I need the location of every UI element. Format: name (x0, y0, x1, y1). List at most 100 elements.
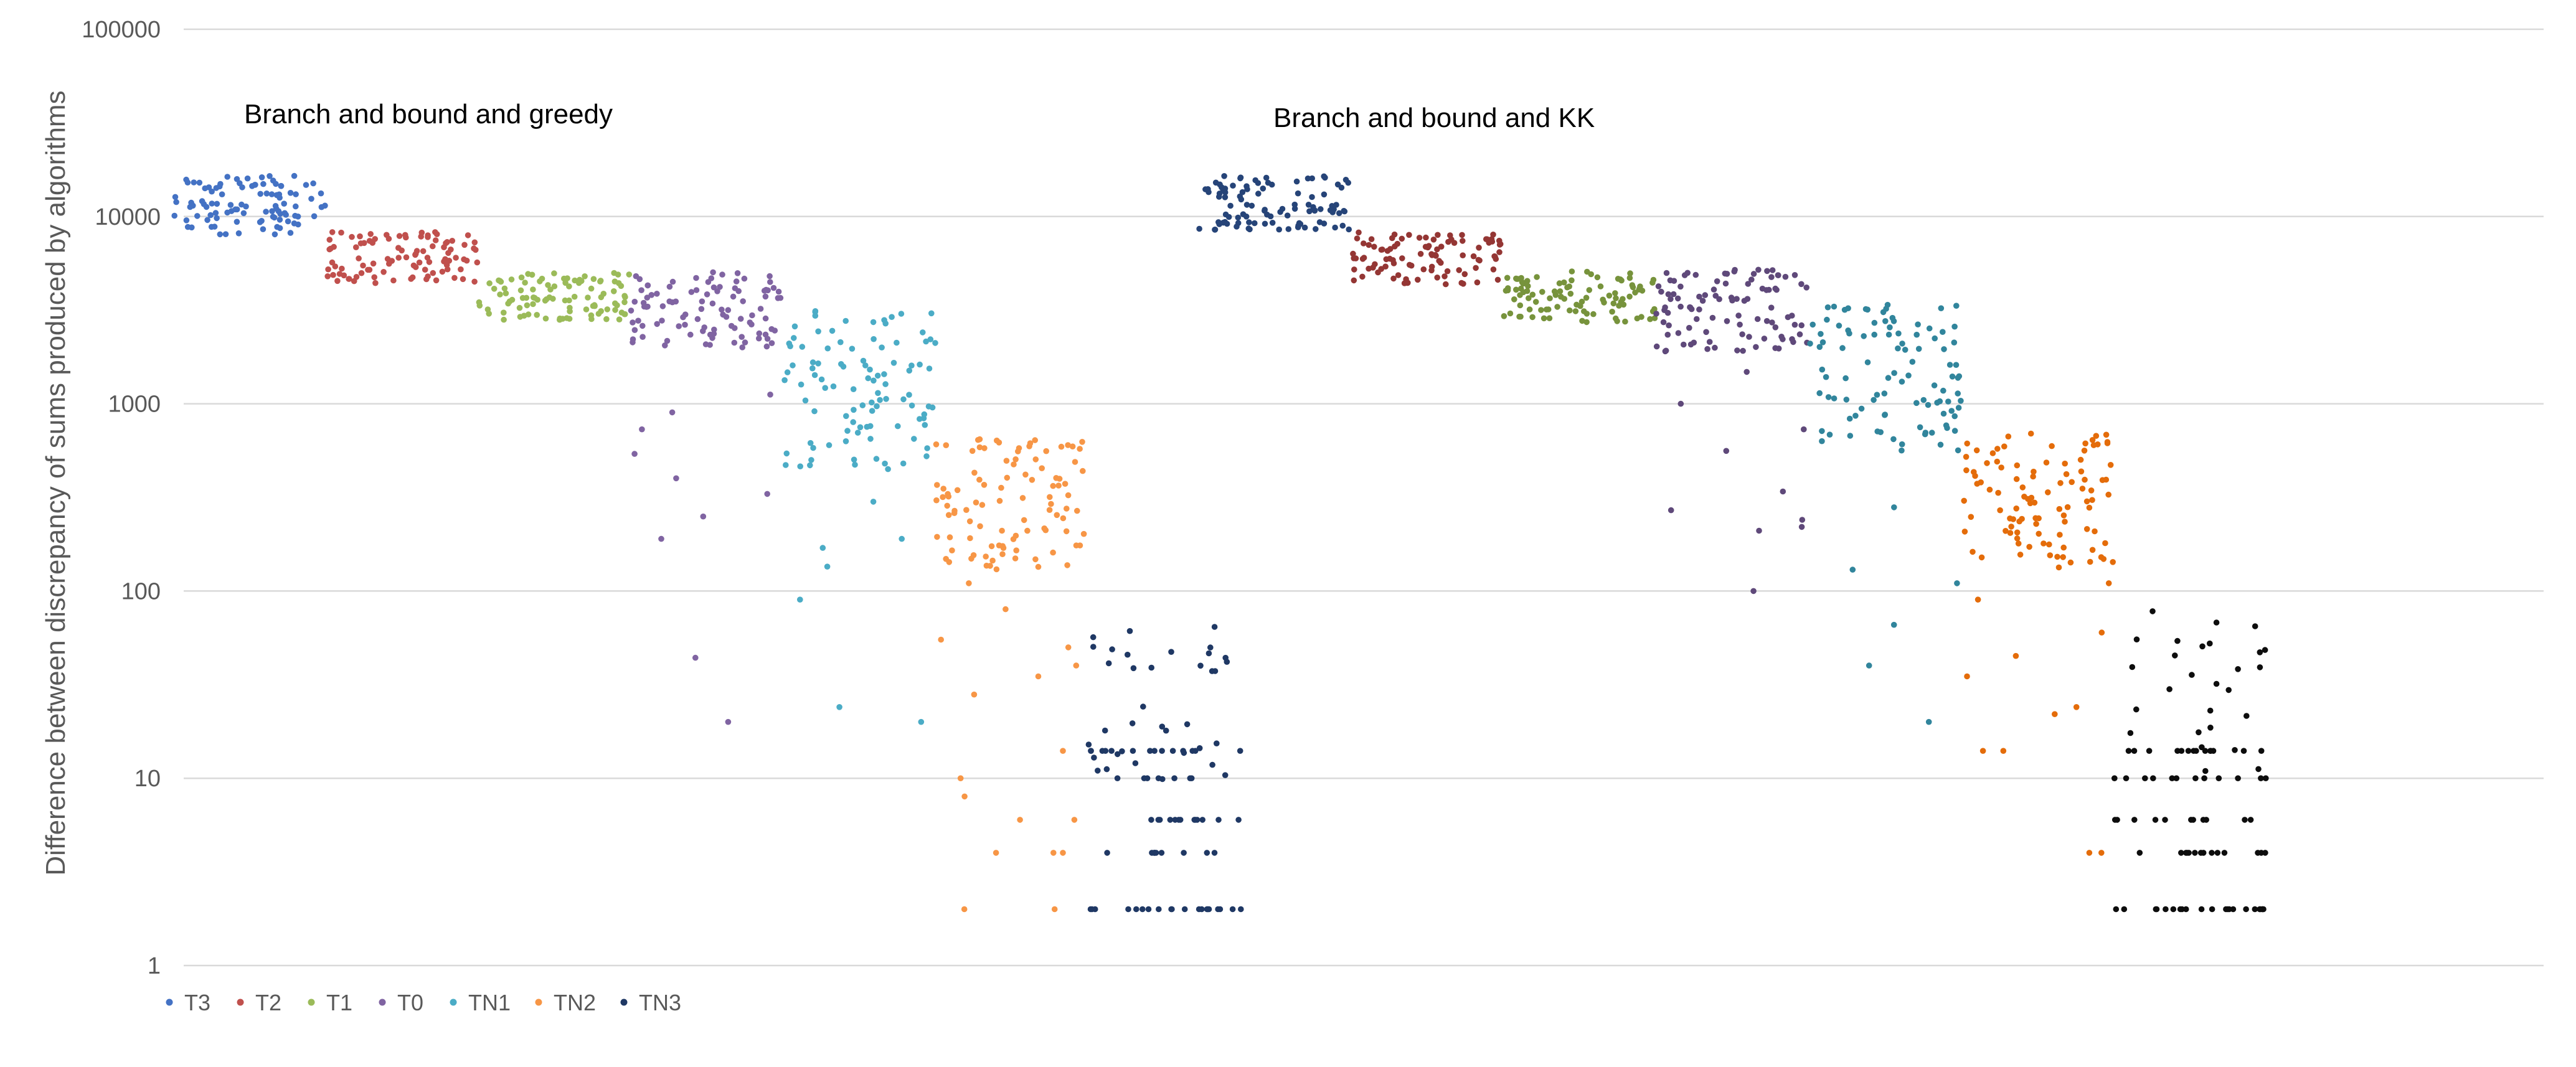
point-t1-g1 (1636, 286, 1643, 292)
point-tn1-g0 (840, 364, 847, 370)
point-t1-g0 (611, 288, 617, 294)
point-t0-g0 (638, 287, 644, 294)
outlier-tn1-g0 (836, 704, 842, 710)
point-t3-g0 (258, 174, 265, 181)
point-tn1-g1 (1839, 345, 1846, 351)
point-t2-g1 (1460, 238, 1466, 244)
point-tn3-g0 (1211, 624, 1218, 630)
point-t3-g0 (257, 190, 264, 197)
point-tn1-g1 (1881, 390, 1888, 397)
point-tn1-g0 (798, 381, 804, 388)
point-tn1-g0 (923, 338, 929, 345)
point-t2-g1 (1404, 280, 1410, 286)
point-t2-g0 (412, 251, 419, 257)
point-t3-g0 (260, 181, 267, 187)
outlier-tn2-g0 (961, 906, 968, 913)
point-t1-g0 (505, 300, 511, 307)
point-t0-g1 (1791, 272, 1798, 278)
point-tn2-g1 (1961, 529, 1968, 535)
point-tn3-g0 (1130, 665, 1137, 672)
point-t3-g0 (303, 182, 309, 188)
point-tn1-g0 (809, 359, 816, 365)
point-tn2-g0 (1064, 505, 1070, 512)
point-tn1-g0 (809, 365, 816, 372)
point-t2-g1 (1435, 232, 1441, 238)
point-t1-g0 (501, 285, 508, 292)
y-tick-label-1: 1 (148, 953, 161, 979)
point-t0-g0 (770, 284, 777, 291)
point-t0-g0 (734, 270, 741, 276)
point-tn2-g1 (1997, 507, 2003, 514)
point-tn2-g0 (1026, 443, 1032, 449)
point-t2-g0 (430, 270, 436, 276)
point-t0-g1 (1803, 284, 1809, 291)
point-t2-g1 (1490, 232, 1496, 238)
point-t1-g0 (476, 303, 483, 309)
point-tn1-g0 (783, 450, 790, 457)
point-t3-g1 (1334, 181, 1341, 188)
point-tn1-g0 (859, 402, 866, 408)
point-tn3-g1 (2150, 775, 2156, 781)
point-t1-g0 (566, 297, 572, 304)
point-tn2-g1 (2036, 530, 2042, 537)
point-t1-g0 (530, 286, 536, 293)
point-tn1-g0 (870, 319, 877, 326)
point-t3-g1 (1332, 224, 1338, 231)
point-t0-g1 (1745, 281, 1752, 287)
point-tn3-g0 (1237, 748, 1243, 754)
point-tn3-g0 (1145, 906, 1152, 913)
point-tn1-g1 (1864, 359, 1871, 365)
point-tn3-g1 (2257, 664, 2263, 670)
point-tn2-g1 (2054, 553, 2060, 560)
point-tn3-g1 (2182, 906, 2189, 913)
outlier-tn2-g0 (1051, 906, 1058, 913)
point-t3-g1 (1260, 186, 1267, 192)
point-tn1-g0 (787, 343, 793, 349)
point-tn2-g1 (1973, 447, 1980, 454)
point-t0-g0 (669, 278, 676, 285)
point-tn1-g1 (1818, 331, 1824, 337)
point-t0-g0 (748, 321, 755, 327)
point-t0-g0 (756, 335, 762, 342)
point-t0-g0 (719, 271, 725, 278)
point-tn1-g0 (870, 336, 877, 342)
point-tn2-g1 (2057, 480, 2064, 486)
point-tn3-g0 (1159, 776, 1166, 783)
point-t0-g0 (762, 315, 769, 322)
point-tn1-g0 (850, 386, 857, 392)
point-tn2-g1 (2027, 430, 2034, 437)
point-t2-g1 (1475, 256, 1482, 263)
point-tn2-g1 (2041, 540, 2047, 547)
point-t2-g1 (1395, 272, 1402, 278)
point-t2-g1 (1445, 238, 1451, 245)
point-t3-g0 (293, 203, 299, 210)
point-t0-g0 (777, 294, 784, 301)
point-t2-g1 (1430, 237, 1437, 243)
outlier-t0-g1 (1799, 517, 1806, 523)
point-tn2-g0 (1062, 481, 1069, 487)
point-t2-g1 (1484, 236, 1491, 243)
point-tn3-g1 (2257, 649, 2263, 656)
point-tn1-g1 (1831, 303, 1838, 310)
point-t2-g1 (1470, 253, 1477, 260)
point-tn2-g0 (943, 442, 950, 448)
point-t0-g0 (740, 298, 746, 304)
point-t1-g1 (1613, 295, 1619, 301)
point-t3-g1 (1279, 205, 1286, 212)
outlier-tn1-g1 (1891, 504, 1897, 510)
point-tn1-g1 (1940, 329, 1946, 335)
point-tn3-g0 (1180, 748, 1186, 754)
point-t1-g1 (1532, 299, 1539, 305)
point-t2-g0 (403, 254, 410, 261)
point-t0-g1 (1734, 347, 1740, 354)
point-tn1-g1 (1882, 318, 1889, 324)
point-tn1-g0 (922, 421, 928, 428)
point-tn1-g1 (1864, 306, 1871, 313)
point-t2-g0 (425, 232, 431, 238)
point-t2-g0 (371, 274, 377, 281)
point-tn2-g1 (2007, 530, 2014, 536)
point-tn2-g0 (996, 497, 1003, 504)
point-tn3-g1 (2240, 748, 2247, 754)
point-t3-g0 (268, 191, 275, 197)
outlier-tn2-g0 (971, 691, 978, 698)
